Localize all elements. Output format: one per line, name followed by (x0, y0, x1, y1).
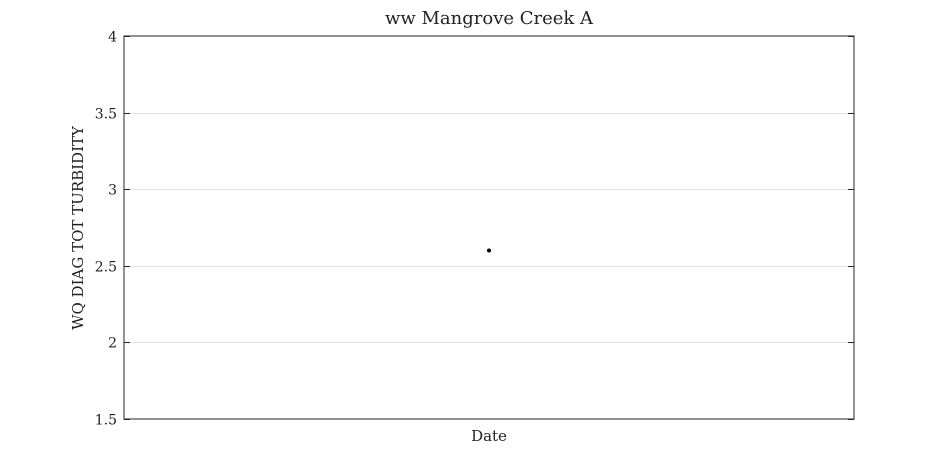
y-tick-label: 2 (108, 336, 117, 352)
y-axis-label: WQ DIAG TOT TURBIDITY (69, 125, 87, 330)
chart-title: ww Mangrove Creek A (385, 8, 594, 29)
y-tick-label: 3.5 (95, 107, 117, 123)
plot-area (123, 35, 855, 420)
y-tick-label: 3 (108, 183, 117, 199)
grid-lines (124, 113, 854, 343)
data-point (487, 248, 491, 253)
y-tick-label: 2.5 (95, 260, 117, 276)
y-tick-label: 4 (108, 30, 117, 46)
x-axis-label: Date (471, 427, 507, 445)
y-axis: 1.5 2 2.5 3 3.5 4 (95, 30, 854, 429)
data-points (487, 248, 491, 253)
y-tick-label: 1.5 (95, 413, 117, 429)
